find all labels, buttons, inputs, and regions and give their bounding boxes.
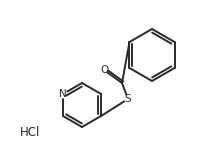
- Text: O: O: [100, 65, 108, 75]
- Text: S: S: [125, 94, 131, 104]
- Text: HCl: HCl: [20, 127, 40, 140]
- Text: N: N: [59, 89, 67, 99]
